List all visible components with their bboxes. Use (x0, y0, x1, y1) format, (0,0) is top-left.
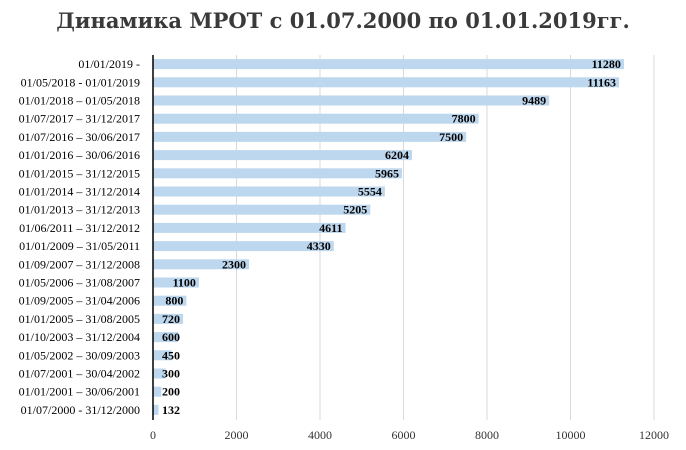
x-tick-labels: 0 2000 4000 6000 8000 10000 12000 (150, 428, 669, 442)
data-label: 7800 (452, 112, 476, 126)
category-label: 01/07/2017 – 31/12/2017 (19, 112, 140, 126)
bar (153, 404, 159, 415)
category-label: 01/01/2015 – 31/12/2015 (19, 166, 140, 180)
chart-title: Динамика МРОТ с 01.07.2000 по 01.01.2019… (56, 8, 630, 33)
bar (153, 332, 179, 343)
category-label: 01/01/2001 – 30/06/2001 (19, 385, 140, 399)
category-label: 01/01/2009 – 31/05/2011 (19, 239, 140, 253)
bar (153, 113, 479, 124)
data-labels: 11280 11163 9489 7800 7500 6204 5965 5554 520546… (162, 57, 621, 417)
bar (153, 77, 620, 88)
category-label: 01/09/2007 – 31/12/2008 (19, 257, 140, 271)
bar (153, 313, 184, 324)
bar (153, 222, 346, 233)
data-label: 300 (162, 367, 180, 381)
category-label: 01/09/2005 – 31/04/2006 (19, 294, 140, 308)
data-label: 5205 (343, 203, 367, 217)
data-label: 11280 (592, 57, 621, 71)
bar (153, 241, 334, 252)
x-tick-label: 2000 (225, 428, 249, 442)
bar (153, 295, 187, 306)
data-label: 4330 (307, 239, 331, 253)
data-label: 9489 (522, 94, 546, 108)
x-tick-label: 6000 (392, 428, 416, 442)
category-label: 01/07/2001 – 30/04/2002 (19, 367, 140, 381)
data-label: 11163 (587, 75, 616, 89)
bar (153, 277, 199, 288)
bar (153, 150, 413, 161)
category-label: 01/05/2006 – 31/08/2007 (19, 276, 140, 290)
category-label: 01/10/2003 – 31/12/2004 (19, 330, 140, 344)
data-label: 2300 (222, 257, 246, 271)
data-label: 450 (162, 348, 180, 362)
category-label: 01/07/2016 – 30/06/2017 (19, 130, 140, 144)
category-labels: 01/01/2019 - 01/05/2018 - 01/01/2019 01/01… (19, 57, 140, 417)
bar (153, 168, 403, 179)
category-label: 01/01/2005 – 31/08/2005 (19, 312, 140, 326)
data-label: 132 (162, 403, 180, 417)
bar (153, 204, 371, 215)
bars (153, 59, 624, 415)
data-label: 4611 (319, 221, 342, 235)
category-label: 01/01/2013 – 31/12/2013 (19, 203, 140, 217)
category-label: 01/01/2019 - (78, 57, 140, 71)
bar (153, 259, 250, 270)
bar (153, 386, 162, 397)
data-label: 800 (165, 294, 183, 308)
x-tick-label: 10000 (556, 428, 586, 442)
x-tick-label: 12000 (639, 428, 669, 442)
bar (153, 131, 467, 142)
data-label: 600 (162, 330, 180, 344)
category-label: 01/05/2002 – 30/09/2003 (19, 348, 140, 362)
x-tick-label: 4000 (308, 428, 332, 442)
category-label: 01/01/2014 – 31/12/2014 (19, 185, 140, 199)
bar (153, 95, 550, 106)
bar (153, 59, 624, 70)
data-label: 7500 (439, 130, 463, 144)
data-label: 5965 (375, 166, 399, 180)
data-label: 720 (162, 312, 180, 326)
category-label: 01/05/2018 - 01/01/2019 (21, 75, 140, 89)
bar (153, 350, 172, 361)
bar (153, 186, 385, 197)
x-tick-label: 8000 (475, 428, 499, 442)
data-label: 1100 (173, 276, 196, 290)
data-label: 6204 (385, 148, 409, 162)
category-label: 01/01/2016 – 30/06/2016 (19, 148, 140, 162)
category-label: 01/07/2000 - 31/12/2000 (21, 403, 140, 417)
data-label: 200 (162, 385, 180, 399)
grid-lines (236, 55, 655, 420)
bar (153, 368, 166, 379)
category-label: 01/06/2011 – 31/12/2012 (19, 221, 140, 235)
category-label: 01/01/2018 – 01/05/2018 (19, 94, 140, 108)
data-label: 5554 (358, 185, 382, 199)
x-tick-label: 0 (150, 428, 156, 442)
